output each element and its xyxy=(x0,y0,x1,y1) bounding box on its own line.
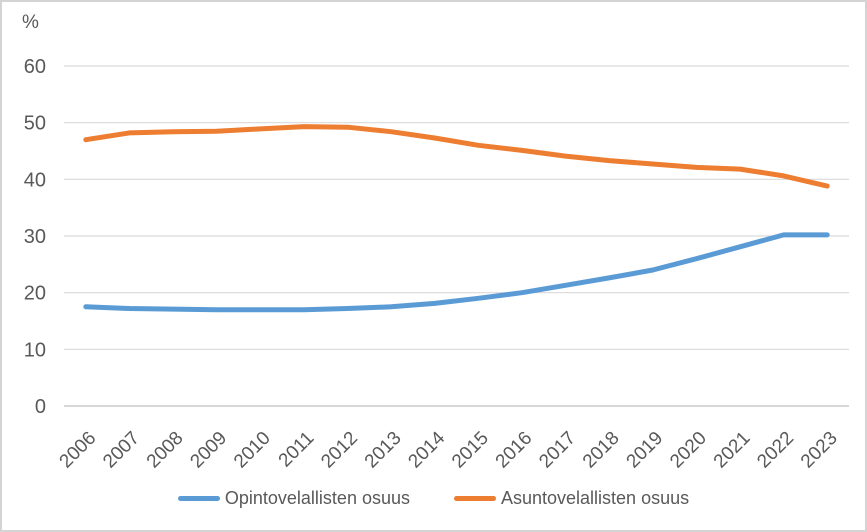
y-axis-tick-labels: 0 10 20 30 40 50 60 xyxy=(24,56,46,418)
x-tick-label: 2023 xyxy=(797,428,842,473)
y-tick-label: 60 xyxy=(24,56,46,78)
y-tick-label: 50 xyxy=(24,113,46,135)
x-tick-label: 2008 xyxy=(143,428,188,473)
x-tick-label: 2014 xyxy=(404,427,449,472)
x-tick-label: 2013 xyxy=(361,428,406,473)
legend-label-opintovelallisten: Opintovelallisten osuus xyxy=(224,488,410,508)
x-tick-label: 2007 xyxy=(99,428,144,473)
x-tick-label: 2015 xyxy=(448,428,493,473)
legend-item-asuntovelallisten[interactable]: Asuntovelallisten osuus xyxy=(453,488,690,509)
series-lines xyxy=(83,124,830,313)
x-tick-label: 2010 xyxy=(230,428,275,473)
series-line-asuntovelallisten[interactable] xyxy=(83,124,830,189)
x-tick-label: 2006 xyxy=(56,428,101,473)
legend: Opintovelallisten osuus Asuntovelalliste… xyxy=(2,488,865,509)
series-line-opintovelallisten[interactable] xyxy=(83,232,830,313)
x-tick-label: 2018 xyxy=(579,428,624,473)
x-tick-label: 2019 xyxy=(623,428,668,473)
x-tick-label: 2020 xyxy=(666,428,711,473)
x-tick-label: 2022 xyxy=(753,428,798,473)
legend-line-swatch-orange xyxy=(453,496,496,501)
gridlines xyxy=(64,65,849,407)
legend-label-asuntovelallisten: Asuntovelallisten osuus xyxy=(500,488,690,508)
y-tick-label: 0 xyxy=(35,396,46,418)
y-tick-label: 10 xyxy=(24,339,46,361)
y-tick-label: 40 xyxy=(24,169,46,191)
x-tick-label: 2016 xyxy=(492,428,537,473)
y-tick-label: 30 xyxy=(24,226,46,248)
legend-item-opintovelallisten[interactable]: Opintovelallisten osuus xyxy=(177,488,410,509)
y-tick-label: 20 xyxy=(24,283,46,305)
x-tick-label: 2021 xyxy=(710,428,755,473)
x-tick-label: 2017 xyxy=(535,428,580,473)
legend-line-swatch-blue xyxy=(177,496,220,501)
x-tick-label: 2011 xyxy=(275,428,319,472)
x-tick-label: 2012 xyxy=(317,428,362,473)
x-tick-label: 2009 xyxy=(186,428,231,473)
y-axis-title: % xyxy=(22,12,39,33)
